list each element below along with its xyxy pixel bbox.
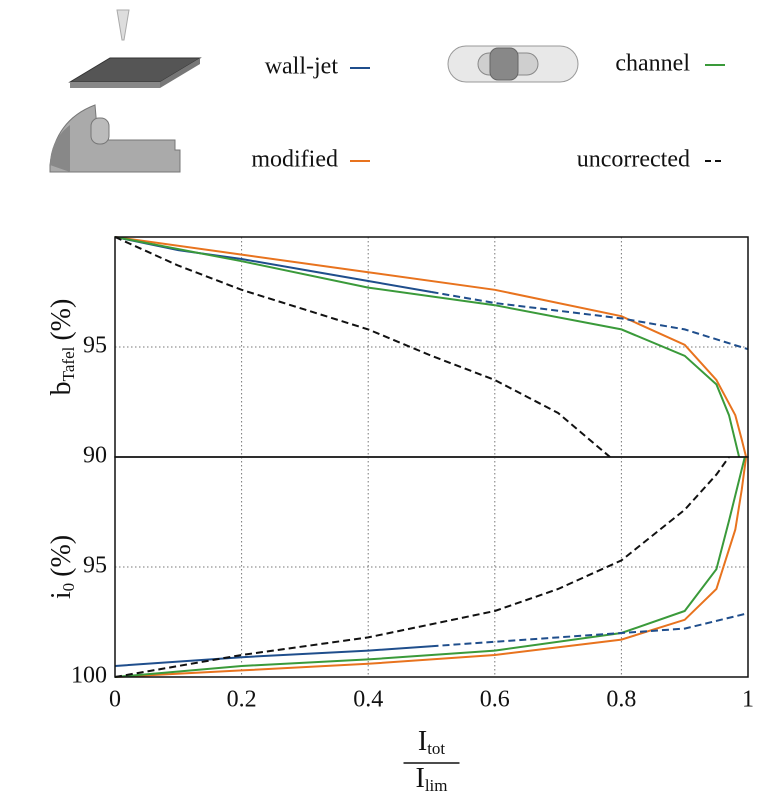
wall-jet-icon [68,9,202,88]
x-tick-label: 0.2 [227,687,257,713]
label-part: lim [425,776,448,795]
x-tick-label: 0.8 [606,687,636,713]
label-part: (%) [46,299,77,341]
legend-label: channel [615,51,690,77]
channel-icon [447,45,579,83]
data-line [431,291,749,351]
label-part: tot [427,739,445,758]
x-axis-label-denominator: Ilim [416,763,448,794]
x-tick-label: 0.4 [353,687,383,713]
data-line [114,236,611,458]
legend-label: wall-jet [265,54,339,80]
x-tick-label: 1 [742,687,754,713]
y-axis-label: bTafel (%) [46,299,77,396]
modified-icon [49,104,181,173]
x-axis-label-numerator: Itot [418,726,446,757]
label-part: 0 [59,583,78,592]
label-part: b [46,381,77,395]
label-part: i [46,591,77,599]
data-line [114,456,730,678]
y-tick-label: 95 [83,333,107,359]
data-line [114,236,741,458]
label-part: I [418,726,427,757]
y-axis-label: i0 (%) [46,535,77,599]
data-line [114,645,432,667]
y-tick-label: 95 [83,553,107,579]
x-tick-label: 0 [109,687,121,713]
y-tick-label: 100 [71,663,107,689]
data-line [114,456,748,678]
legend-label: modified [251,147,338,173]
data-line [114,236,748,458]
label-part: Tafel [59,346,78,381]
data-line [431,612,749,648]
label-part: I [416,763,425,794]
label-part: (%) [46,535,77,577]
legend-label: uncorrected [577,147,690,173]
x-tick-label: 0.6 [480,687,510,713]
data-line [114,456,746,678]
y-tick-label: 90 [83,443,107,469]
plot-frame [114,456,749,678]
